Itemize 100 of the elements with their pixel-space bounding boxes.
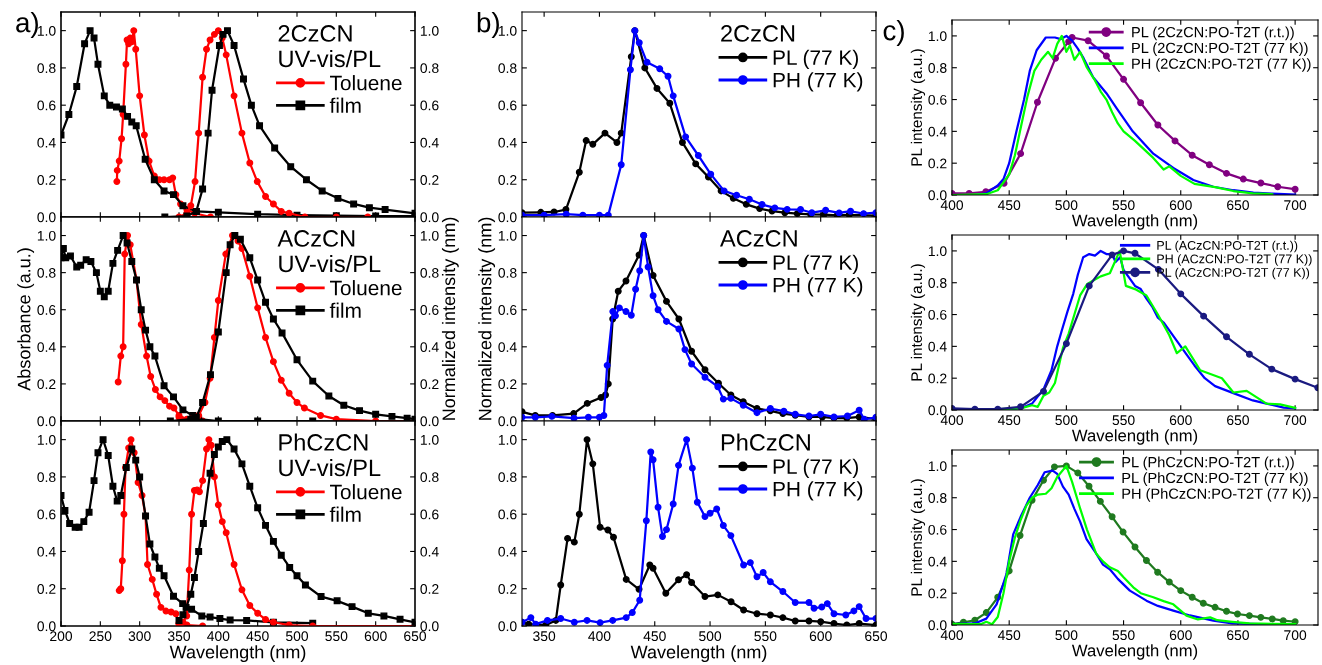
y-tick-label: 0.4	[498, 137, 517, 148]
y-tick-label: 0.6	[498, 509, 517, 520]
y2-tick-label: 0.0	[420, 416, 439, 427]
y-tick-label: 0.0	[928, 190, 947, 201]
y-tick-label: 0.6	[37, 100, 56, 111]
y-axis-title: PL intensity (a.u.)	[910, 264, 926, 381]
y-tick-label: 0.0	[928, 620, 947, 631]
x-tick-label: 350	[533, 631, 556, 642]
x-tick-label: 500	[699, 631, 722, 642]
y-tick-label: 0.0	[37, 416, 56, 427]
x-tick-label: 400	[940, 630, 964, 641]
x-tick-label: 500	[285, 631, 309, 642]
y-tick-label: 0.2	[37, 175, 56, 185]
x-tick-label: 600	[1169, 200, 1192, 211]
x-tick-label: 650	[1227, 630, 1249, 641]
x-axis-title: Wavelength (nm)	[1071, 644, 1198, 660]
legend-label: PH (77 K)	[773, 72, 863, 92]
legend-label: PH (ACzCN:PO-T2T (77 K))	[1157, 254, 1312, 266]
y-tick-label: 0.4	[498, 342, 517, 352]
y2-tick-label: 0.2	[420, 379, 439, 390]
y-axis-title: Absorbance (a.u.)	[17, 248, 35, 391]
x-tick-label: 400	[940, 200, 964, 211]
x-tick-label: 450	[246, 631, 269, 642]
y2-tick-label: 1.0	[420, 230, 439, 241]
x-tick-label: 700	[1284, 200, 1307, 211]
y-tick-label: 0.4	[498, 546, 517, 557]
y-tick-label: 1.0	[498, 25, 517, 36]
legend-title: PhCzCN	[721, 433, 810, 451]
legend-label: PL (2CzCN:PO-T2T (r.t.))	[1132, 26, 1294, 41]
x-tick-label: 400	[588, 631, 611, 642]
y-tick-label: 0.2	[928, 158, 947, 169]
y-tick-label: 0.8	[37, 267, 56, 278]
legend-title: PhCzCN UV-vis/PL	[279, 433, 381, 477]
x-tick-label: 450	[643, 631, 666, 642]
y-tick-label: 0.8	[928, 278, 947, 288]
legend-label: Toluene	[330, 280, 402, 296]
y-tick-label: 1.0	[928, 461, 947, 472]
legend-label: PL (PhCzCN:PO-T2T (77 K))	[1122, 472, 1308, 486]
text: a)	[16, 12, 38, 38]
legend-title: ACzCN	[720, 230, 797, 247]
y-tick-label: 0.2	[928, 373, 947, 384]
y2-tick-label: 0.0	[420, 621, 439, 632]
y-tick-label: 0.0	[498, 621, 517, 632]
legend-label: PH (77 K)	[773, 277, 863, 297]
y-tick-label: 0.0	[37, 621, 56, 632]
legend-title: ACzCN UV-vis/PL	[277, 230, 381, 273]
legend-label: PL (ACzCN:PO-T2T (r.t.))	[1157, 240, 1298, 253]
y-tick-label: 0.6	[928, 309, 947, 320]
y-tick-label: 0.4	[928, 126, 947, 137]
y-tick-label: 0.8	[498, 472, 517, 483]
y-tick-label: 1.0	[498, 434, 517, 445]
y-tick-label: 0.4	[928, 341, 947, 352]
x-tick-label: 550	[1112, 415, 1135, 426]
x-tick-label: 650	[404, 631, 427, 642]
y2-tick-label: 0.4	[420, 137, 439, 148]
x-tick-label: 550	[325, 631, 348, 642]
y2-tick-label: 0.2	[420, 584, 439, 594]
y-tick-label: 1.0	[37, 434, 56, 445]
y-tick-label: 0.6	[928, 524, 947, 535]
legend-label: Toluene	[330, 484, 402, 500]
y-tick-label: 0.6	[928, 94, 947, 105]
y2-tick-label: 0.8	[420, 63, 439, 74]
legend-label: film	[329, 506, 361, 522]
y-tick-label: 0.2	[928, 588, 947, 599]
x-tick-label: 600	[1169, 630, 1192, 641]
x-tick-label: 250	[89, 631, 112, 642]
y2-tick-label: 1.0	[420, 434, 439, 445]
x-tick-label: 600	[1169, 415, 1192, 426]
y-axis-title: PL intensity (a.u.)	[910, 479, 926, 596]
legend-label: PH (PhCzCN:PO-T2T (77 K))	[1122, 488, 1311, 502]
legend-label: PL (2CzCN:PO-T2T (77 K))	[1132, 42, 1308, 56]
y2-tick-label: 0.8	[420, 267, 439, 278]
legend-label: Toluene	[330, 75, 402, 91]
x-tick-label: 400	[207, 631, 230, 642]
x-tick-label: 550	[754, 631, 777, 642]
x-tick-label: 500	[1055, 630, 1078, 641]
y-tick-label: 0.8	[37, 63, 56, 74]
legend-label: PL (77 K)	[773, 458, 858, 479]
y-tick-label: 0.4	[37, 137, 56, 148]
x-tick-label: 700	[1284, 630, 1307, 641]
y-tick-label: 0.8	[498, 267, 517, 278]
legend-label: film	[329, 302, 361, 318]
y-tick-label: 0.0	[498, 212, 517, 223]
legend-title: 2CzCN UV-vis/PL	[278, 25, 381, 68]
y-tick-label: 0.8	[928, 63, 947, 73]
x-tick-label: 600	[364, 631, 387, 642]
y-tick-label: 0.6	[37, 509, 56, 520]
y2-tick-label: 0.6	[420, 305, 439, 315]
y-tick-label: 1.0	[498, 230, 517, 241]
y-tick-label: 0.0	[928, 405, 947, 416]
y-tick-label: 0.0	[37, 212, 56, 223]
y-tick-label: 0.2	[498, 379, 517, 390]
y-tick-label: 0.6	[498, 100, 517, 111]
y-tick-label: 1.0	[37, 25, 56, 36]
y2-axis-title: Normalized intensity (nm)	[441, 217, 459, 420]
legend-label: film	[329, 97, 361, 113]
y-tick-label: 0.8	[498, 63, 517, 74]
x-tick-label: 550	[1112, 200, 1135, 211]
y2-tick-label: 0.4	[420, 342, 439, 352]
y2-tick-label: 0.6	[420, 509, 439, 520]
